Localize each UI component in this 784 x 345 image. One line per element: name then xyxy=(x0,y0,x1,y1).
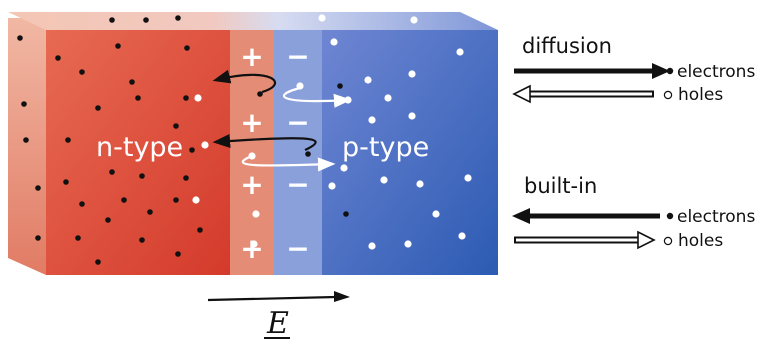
electron-dot xyxy=(343,211,349,217)
electron-dot xyxy=(139,173,145,179)
hole-dot xyxy=(368,116,376,124)
electron-dot xyxy=(95,259,101,265)
negative-charge: − xyxy=(286,168,309,201)
electron-dot xyxy=(173,123,179,129)
built-in-holes-label: holes xyxy=(678,231,723,251)
electron-dot xyxy=(23,137,29,143)
electron-diffusion-curve-arrow xyxy=(212,133,317,151)
electron-dot xyxy=(189,147,195,153)
electron-dot xyxy=(337,83,343,89)
hole-dot xyxy=(432,210,440,218)
built-in-heading: built-in xyxy=(524,174,597,198)
electron-carriers xyxy=(17,15,349,265)
hole-dot xyxy=(250,240,258,248)
hole-dot xyxy=(456,48,464,56)
electron-dot xyxy=(143,17,149,23)
electron-dot xyxy=(109,169,115,175)
negative-charge: − xyxy=(286,40,309,73)
hole-dot xyxy=(368,242,376,250)
electron-dot xyxy=(115,43,121,49)
electron-dot xyxy=(35,235,41,241)
block-side-face xyxy=(8,18,46,275)
field-arrow xyxy=(207,295,337,302)
electron-dot xyxy=(121,197,127,203)
field-arrowhead xyxy=(334,291,350,302)
electron-dot xyxy=(75,235,81,241)
hole-dot xyxy=(384,94,392,102)
electron-dot xyxy=(21,101,27,107)
hole-dot xyxy=(330,38,338,46)
electron-dot xyxy=(79,69,85,75)
electron-dot xyxy=(175,251,181,257)
electron-dot xyxy=(175,15,181,21)
hole-dot xyxy=(416,180,424,188)
n-type-label: n-type xyxy=(96,132,183,163)
electron-dot xyxy=(183,175,189,181)
hole-dot xyxy=(192,196,200,204)
electron-dot xyxy=(183,95,189,101)
electron-dot xyxy=(129,79,135,85)
hole-icon xyxy=(663,90,673,100)
positive-charge: + xyxy=(240,106,263,139)
p-type-region xyxy=(322,30,498,275)
electron-dot xyxy=(147,209,153,215)
hole-dot xyxy=(328,182,336,190)
hole-icon xyxy=(663,236,673,246)
hole-dot xyxy=(380,176,388,184)
electron-dot xyxy=(184,45,190,51)
hole-diffusion-curve-arrow xyxy=(282,86,352,108)
diffusion-electron-arrowhead xyxy=(652,63,670,79)
built-in-hole-arrowhead xyxy=(637,230,656,250)
electron-dot xyxy=(55,55,61,61)
electron-dot xyxy=(63,179,69,185)
block-top-face-strip xyxy=(8,12,498,30)
electron-dot xyxy=(305,151,311,157)
negative-charge: − xyxy=(286,232,309,265)
hole-dot xyxy=(252,210,260,218)
electron-icon xyxy=(666,67,674,75)
diffusion-holes-label: holes xyxy=(678,85,723,105)
hole-dot xyxy=(194,94,202,102)
positive-charge: + xyxy=(240,40,263,73)
hole-dot xyxy=(318,14,326,22)
electron-dot xyxy=(257,91,263,97)
positive-charge: + xyxy=(240,168,263,201)
diffusion-hole-arrowhead xyxy=(512,84,531,104)
hole-dot xyxy=(404,240,412,248)
n-type-region xyxy=(46,30,230,275)
hole-dot xyxy=(364,76,372,84)
electron-dot xyxy=(109,17,115,23)
hole-dot xyxy=(408,112,416,120)
electron-icon xyxy=(666,212,674,220)
positive-charge: + xyxy=(240,232,263,265)
hole-dot xyxy=(201,141,209,149)
built-in-electrons-label: electrons xyxy=(677,207,755,227)
hole-diffusion-curve-arrow xyxy=(242,154,336,172)
negative-charge: − xyxy=(286,106,309,139)
electron-dot xyxy=(139,237,145,243)
hole-dot xyxy=(340,164,348,172)
electron-dot xyxy=(197,227,203,233)
electron-dot xyxy=(135,95,141,101)
hole-dot xyxy=(410,16,418,24)
depletion-p-side xyxy=(274,30,322,275)
built-in-electron-arrowhead xyxy=(512,208,530,224)
electron-dot xyxy=(17,35,23,41)
hole-dot xyxy=(408,70,416,78)
field-label: E xyxy=(266,306,289,341)
electron-dot xyxy=(95,105,101,111)
electron-dot xyxy=(79,201,85,207)
diffusion-electrons-label: electrons xyxy=(677,62,755,82)
hole-dot xyxy=(464,174,472,182)
electron-dot xyxy=(35,185,41,191)
electron-dot xyxy=(105,217,111,223)
electron-diffusion-curve-arrow xyxy=(212,69,276,94)
electron-dot xyxy=(173,197,179,203)
hole-dot xyxy=(458,232,466,240)
diffusion-heading: diffusion xyxy=(522,34,612,58)
electron-dot xyxy=(65,137,71,143)
p-type-label: p-type xyxy=(342,132,429,163)
